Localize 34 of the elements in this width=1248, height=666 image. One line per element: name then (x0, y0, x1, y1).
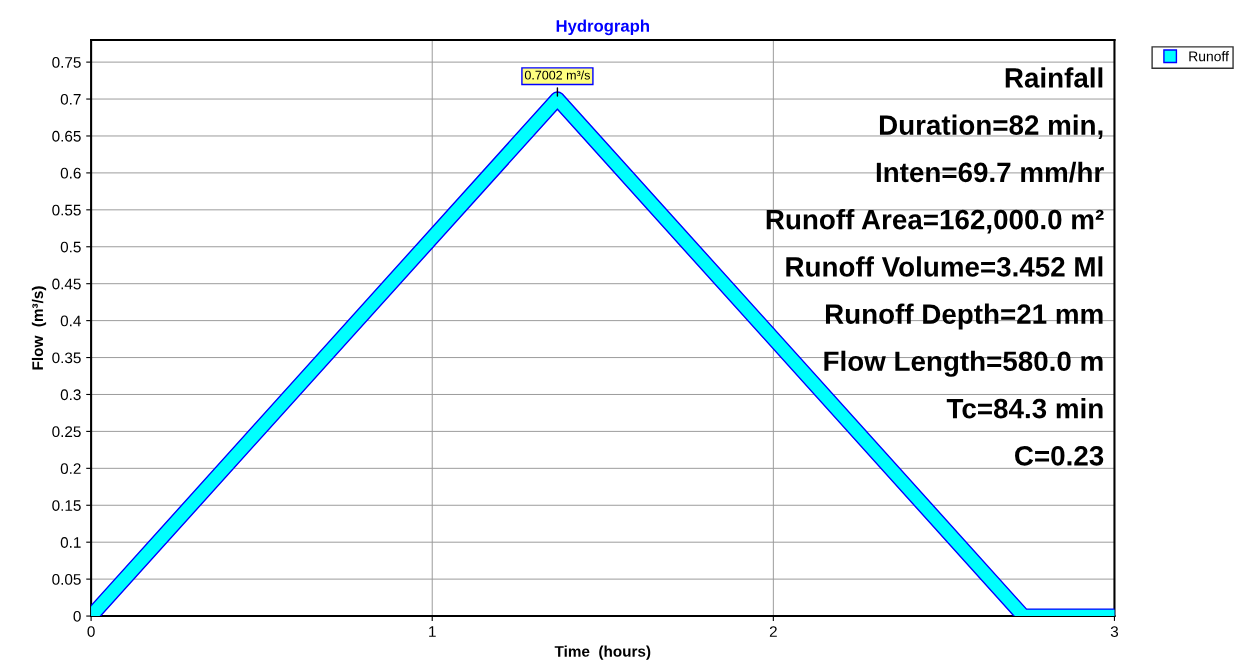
y-tick-label: 0.5 (60, 241, 81, 253)
x-tick-label: 2 (769, 626, 777, 637)
y-tick-label: 0.7 (60, 93, 81, 105)
legend-label: Runoff (1189, 51, 1229, 62)
annotation: Rainfall (1005, 67, 1103, 88)
y-tick-label: 0.1 (60, 537, 81, 548)
y-tick-label: 0.15 (52, 500, 81, 511)
x-axis-title: Time (hours) (554, 645, 651, 660)
annotation: Flow Length=580.0 m (824, 350, 1103, 377)
y-tick-label: 0.75 (52, 56, 81, 68)
annotation: Runoff Area=162,000.0 m² (766, 209, 1104, 234)
x-tick-label: 1 (429, 626, 436, 637)
y-tick-label: 0.05 (52, 573, 81, 585)
y-tick-label: 0.2 (60, 463, 81, 475)
y-axis-title: Flow (m³/s) (31, 286, 47, 370)
chart-title: Hydrograph (556, 19, 649, 36)
y-tick-label: 0.25 (52, 426, 81, 438)
y-tick-label: 0.3 (60, 389, 81, 401)
annotation: Inten=69.7 mm/hr (876, 161, 1104, 183)
y-tick-label: 0.55 (52, 204, 81, 216)
x-tick-label: 0 (87, 626, 95, 637)
annotation: Runoff Volume=3.452 Ml (786, 256, 1103, 277)
y-tick-label: 0 (73, 610, 81, 622)
annotation: Duration=82 min, (879, 114, 1103, 140)
y-tick-label: 0.4 (60, 315, 81, 327)
annotation: Tc=84.3 min (946, 398, 1103, 419)
annotation: C=0.23 (1015, 445, 1104, 466)
y-tick-label: 0.45 (52, 278, 81, 290)
y-tick-label: 0.6 (60, 167, 81, 179)
annotation: Runoff Depth=21 mm (825, 303, 1103, 330)
x-tick-label: 3 (1110, 626, 1119, 637)
y-tick-label: 0.35 (52, 352, 81, 364)
annotation: 0.7002 m³/s (524, 70, 590, 80)
y-tick-label: 0.65 (52, 130, 81, 142)
